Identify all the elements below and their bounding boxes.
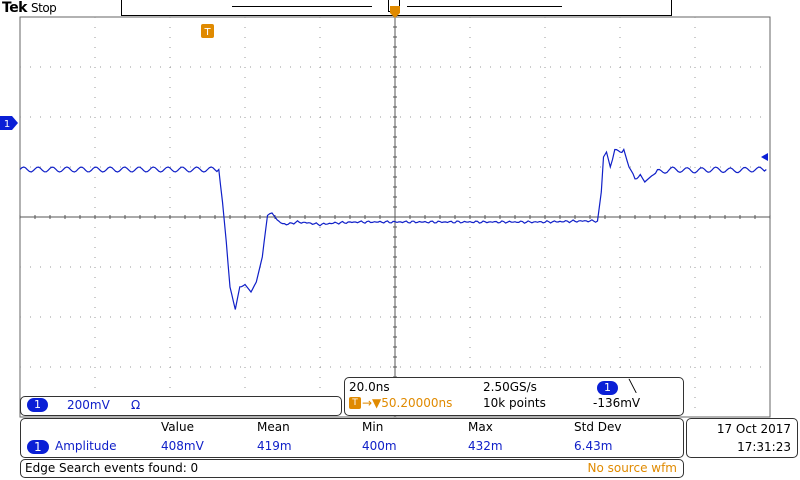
trigger-slope-icon: ╲ xyxy=(629,379,637,393)
timebase-box[interactable]: 20.0ns 2.50GS/s 1 ╲ T →▼50.20000ns 10k p… xyxy=(344,377,684,416)
time-per-div: 20.0ns xyxy=(349,380,390,394)
trigger-time-marker xyxy=(201,24,214,38)
datetime-box: 17 Oct 2017 17:31:23 xyxy=(686,418,798,458)
channel1-waveform xyxy=(19,148,767,310)
record-length: 10k points xyxy=(483,396,546,410)
measurement-header: Min xyxy=(362,420,384,434)
channel1-marker-label: 1 xyxy=(4,119,10,130)
measurement-name: Amplitude xyxy=(55,439,117,453)
record-line-right xyxy=(407,6,562,7)
search-source-status: No source wfm xyxy=(587,461,677,475)
measurement-header: Value xyxy=(161,420,194,434)
trigger-position-marker xyxy=(390,6,400,18)
channel1-badge[interactable]: 1 xyxy=(27,398,48,412)
horizontal-position: →▼50.20000ns xyxy=(362,396,453,410)
measurement-value: 408mV xyxy=(161,439,204,453)
time-label: 17:31:23 xyxy=(737,440,791,454)
measurement-header: Max xyxy=(468,420,493,434)
display-markers: T1 xyxy=(0,6,768,161)
trigger-level-marker xyxy=(761,153,768,161)
date-label: 17 Oct 2017 xyxy=(716,422,791,436)
measurement-header: Mean xyxy=(257,420,290,434)
measurement-channel-badge: 1 xyxy=(27,440,49,454)
sample-rate: 2.50GS/s xyxy=(483,380,537,394)
search-status-box: Edge Search events found: 0 No source wf… xyxy=(20,459,684,478)
measurement-max: 432m xyxy=(468,439,503,453)
trigger-level: -136mV xyxy=(593,396,641,410)
trigger-time-label: T xyxy=(203,27,211,38)
channel1-marker xyxy=(0,116,18,130)
record-line-left xyxy=(232,6,372,7)
measurement-header: Std Dev xyxy=(574,420,622,434)
search-events-text: Edge Search events found: 0 xyxy=(25,461,199,475)
channel-coupling-icon: Ω xyxy=(131,398,141,412)
channel-scale: 200mV xyxy=(67,398,110,412)
measurement-stddev: 6.43m xyxy=(574,439,613,453)
graticule xyxy=(19,16,771,418)
trigger-icon: T xyxy=(349,397,361,409)
run-state: Stop xyxy=(31,1,57,15)
measurement-min: 400m xyxy=(362,439,397,453)
brand-label: Tek Stop xyxy=(2,0,57,16)
measurement-box[interactable]: Value Mean Min Max Std Dev 1 Amplitude 4… xyxy=(20,418,684,458)
trigger-source-badge: 1 xyxy=(597,381,618,395)
channel-settings-box[interactable]: 1 200mV Ω xyxy=(20,396,342,416)
measurement-mean: 419m xyxy=(257,439,292,453)
